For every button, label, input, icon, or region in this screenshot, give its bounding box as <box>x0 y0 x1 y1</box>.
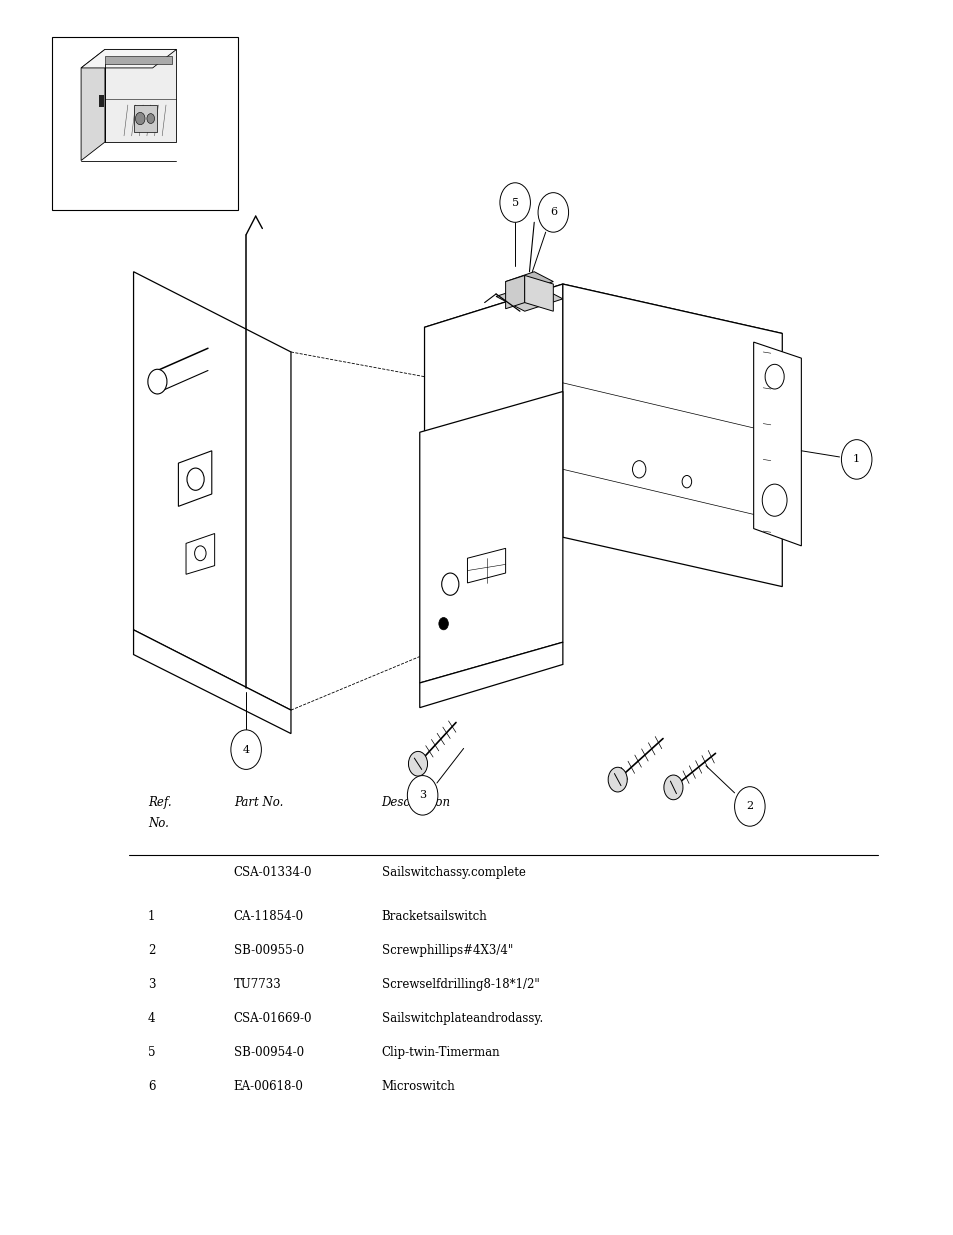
Text: Part No.: Part No. <box>233 795 283 809</box>
Polygon shape <box>81 49 105 161</box>
Polygon shape <box>81 49 176 68</box>
Text: Sailswitchplateandrodassy.: Sailswitchplateandrodassy. <box>381 1011 542 1025</box>
Text: Description: Description <box>381 795 450 809</box>
Circle shape <box>499 183 530 222</box>
Circle shape <box>441 573 458 595</box>
Polygon shape <box>505 272 553 291</box>
Text: 5: 5 <box>148 1046 155 1058</box>
Text: 6: 6 <box>549 207 557 217</box>
Polygon shape <box>424 284 562 580</box>
Text: 4: 4 <box>242 745 250 755</box>
Bar <box>52 37 238 210</box>
Text: CA-11854-0: CA-11854-0 <box>233 910 304 923</box>
Text: No.: No. <box>148 816 169 830</box>
Polygon shape <box>424 284 781 377</box>
Circle shape <box>408 751 427 776</box>
Circle shape <box>231 730 261 769</box>
Circle shape <box>537 193 568 232</box>
Text: Sailswitchassy.complete: Sailswitchassy.complete <box>381 866 525 879</box>
Circle shape <box>607 767 626 792</box>
Text: 3: 3 <box>418 790 426 800</box>
Circle shape <box>841 440 871 479</box>
Circle shape <box>663 776 682 800</box>
Polygon shape <box>562 284 781 587</box>
Circle shape <box>681 475 691 488</box>
Bar <box>133 105 157 132</box>
Text: 2: 2 <box>148 944 155 957</box>
Bar <box>99 95 104 107</box>
Text: CSA-01334-0: CSA-01334-0 <box>233 866 312 879</box>
Circle shape <box>734 787 764 826</box>
Text: 1: 1 <box>852 454 860 464</box>
Polygon shape <box>753 342 801 546</box>
Text: EA-00618-0: EA-00618-0 <box>233 1079 303 1093</box>
Text: TU7733: TU7733 <box>233 978 281 990</box>
Polygon shape <box>419 642 562 708</box>
Polygon shape <box>105 56 172 64</box>
Circle shape <box>761 484 786 516</box>
Text: 3: 3 <box>148 978 155 990</box>
Circle shape <box>148 369 167 394</box>
Polygon shape <box>186 534 214 574</box>
Circle shape <box>438 618 448 630</box>
Text: Clip-twin-Timerman: Clip-twin-Timerman <box>381 1046 499 1058</box>
Text: Bracketsailswitch: Bracketsailswitch <box>381 910 487 923</box>
Circle shape <box>764 364 783 389</box>
Text: 2: 2 <box>745 802 753 811</box>
Text: 5: 5 <box>511 198 518 207</box>
Polygon shape <box>505 275 524 309</box>
Polygon shape <box>178 451 212 506</box>
Text: Ref.: Ref. <box>148 795 172 809</box>
Polygon shape <box>524 275 553 311</box>
Text: Screwphillips#4X3/4": Screwphillips#4X3/4" <box>381 944 513 957</box>
Text: Screwselfdrilling8-18*1/2": Screwselfdrilling8-18*1/2" <box>381 978 538 990</box>
Circle shape <box>632 461 645 478</box>
Circle shape <box>147 114 154 124</box>
Polygon shape <box>133 272 291 710</box>
Polygon shape <box>496 284 562 311</box>
Text: 6: 6 <box>148 1079 155 1093</box>
Text: CSA-01669-0: CSA-01669-0 <box>233 1011 312 1025</box>
Circle shape <box>194 546 206 561</box>
Text: SB-00954-0: SB-00954-0 <box>233 1046 304 1058</box>
Circle shape <box>187 468 204 490</box>
Circle shape <box>407 776 437 815</box>
Text: SB-00955-0: SB-00955-0 <box>233 944 304 957</box>
Text: Microswitch: Microswitch <box>381 1079 455 1093</box>
Polygon shape <box>133 630 291 734</box>
Polygon shape <box>105 49 176 142</box>
Polygon shape <box>419 391 562 683</box>
Polygon shape <box>467 548 505 583</box>
Text: 1: 1 <box>148 910 155 923</box>
Circle shape <box>135 112 145 125</box>
Text: 4: 4 <box>148 1011 155 1025</box>
